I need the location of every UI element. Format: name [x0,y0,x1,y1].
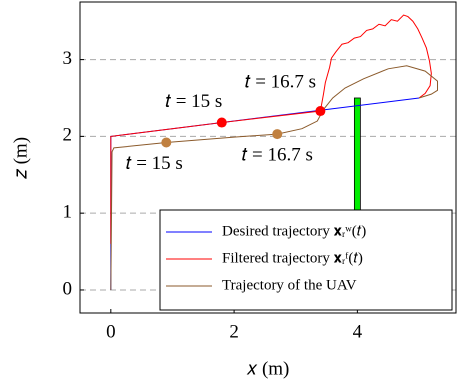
legend-box [159,209,453,311]
annotation: 𝑡 = 15 s [165,91,222,112]
x-tick-label: 0 [106,321,116,342]
marker [161,137,172,148]
x-axis-label: 𝑥 (m) [247,358,290,379]
y-axis-label: 𝑧 (m) [10,137,31,179]
annotation: 𝑡 = 16.7 s [242,144,313,165]
x-tick-label: 2 [229,321,239,342]
annotation: 𝑡 = 16.7 s [245,71,316,92]
y-tick-label: 3 [63,48,73,69]
plot-frame [79,1,457,314]
y-tick-label: 2 [63,125,73,146]
legend-label: Filtered trajectory 𝐱ᵣᶠ(𝑡) [222,250,363,266]
y-tick-label: 1 [63,202,73,223]
marker [216,117,227,128]
legend-label: Desired trajectory 𝐱ᵣʷ(𝑡) [222,223,366,239]
legend: Desired trajectory 𝐱ᵣʷ(𝑡) Filtered trajec… [159,209,453,311]
annotation: 𝑡 = 15 s [126,153,183,174]
x-tick-label: 4 [353,321,363,342]
series-line [110,14,432,244]
marker [272,129,283,140]
marker [315,106,326,117]
y-tick-label: 0 [63,278,73,299]
legend-label: Trajectory of the UAV [222,277,357,293]
